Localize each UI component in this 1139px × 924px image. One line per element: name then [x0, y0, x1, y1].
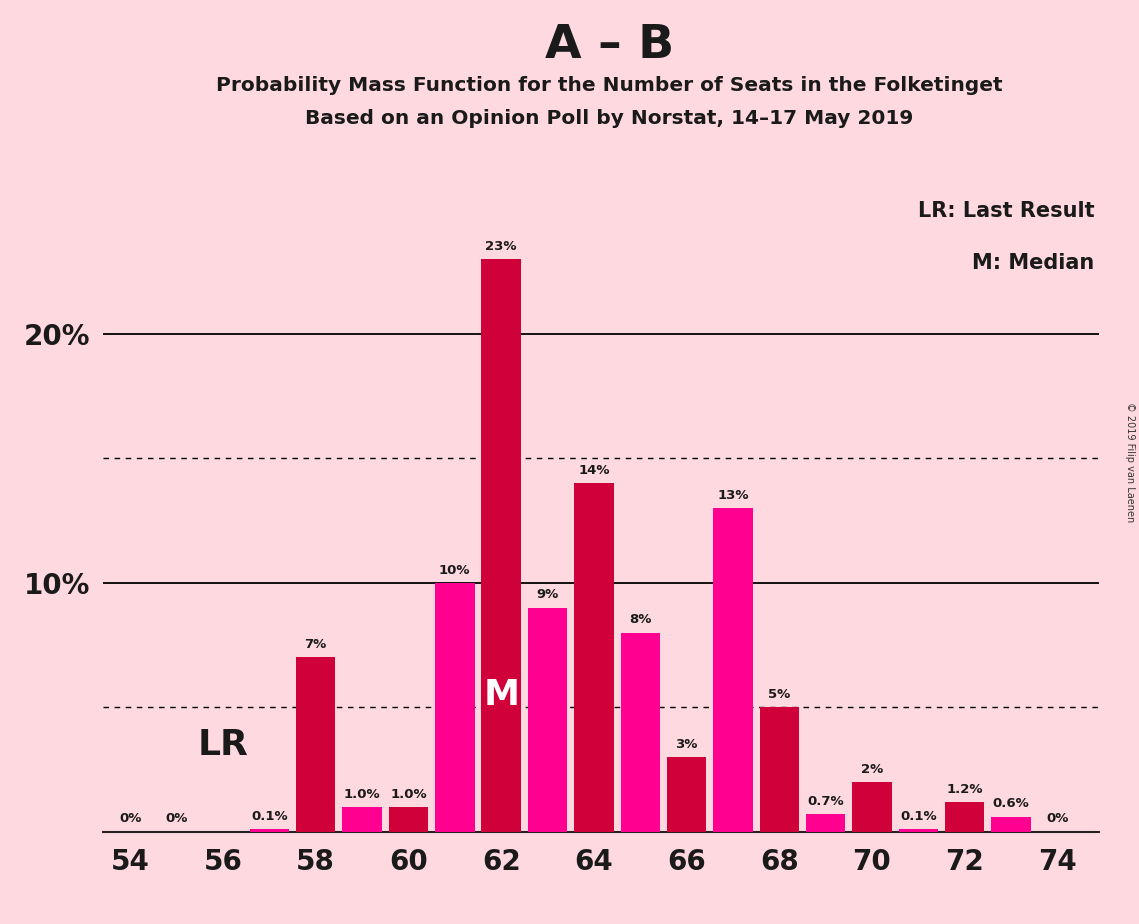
Bar [666, 757, 706, 832]
Bar [482, 260, 521, 832]
Text: 7%: 7% [304, 638, 327, 651]
Text: LR: Last Result: LR: Last Result [918, 201, 1095, 221]
Bar [945, 802, 984, 832]
Bar [760, 707, 798, 832]
Text: LR: LR [197, 727, 248, 761]
Text: 0.6%: 0.6% [993, 797, 1030, 810]
Text: 0%: 0% [1047, 812, 1068, 825]
Text: 5%: 5% [768, 688, 790, 701]
Bar [852, 782, 892, 832]
Bar [713, 508, 753, 832]
Bar [527, 608, 567, 832]
Text: 2%: 2% [861, 762, 883, 775]
Bar [899, 829, 939, 832]
Text: 1.2%: 1.2% [947, 783, 983, 796]
Bar [388, 807, 428, 832]
Text: 0%: 0% [120, 812, 141, 825]
Text: 0.1%: 0.1% [900, 810, 936, 823]
Text: 1.0%: 1.0% [391, 787, 427, 800]
Bar [296, 658, 336, 832]
Text: M: Median: M: Median [972, 252, 1095, 273]
Text: 0.1%: 0.1% [251, 810, 288, 823]
Text: 8%: 8% [629, 614, 652, 626]
Text: 9%: 9% [536, 589, 558, 602]
Text: © 2019 Filip van Laenen: © 2019 Filip van Laenen [1125, 402, 1134, 522]
Bar [991, 817, 1031, 832]
Text: 23%: 23% [485, 240, 517, 253]
Text: 10%: 10% [439, 564, 470, 577]
Text: 14%: 14% [579, 464, 609, 477]
Text: 3%: 3% [675, 737, 698, 750]
Text: A – B: A – B [544, 23, 674, 68]
Bar [249, 829, 289, 832]
Text: Probability Mass Function for the Number of Seats in the Folketinget: Probability Mass Function for the Number… [216, 76, 1002, 95]
Text: 1.0%: 1.0% [344, 787, 380, 800]
Text: M: M [483, 678, 519, 711]
Bar [343, 807, 382, 832]
Text: 0%: 0% [165, 812, 188, 825]
Text: 13%: 13% [718, 489, 748, 502]
Bar [806, 814, 845, 832]
Bar [621, 633, 659, 832]
Text: 0.7%: 0.7% [808, 795, 844, 808]
Bar [435, 583, 475, 832]
Text: Based on an Opinion Poll by Norstat, 14–17 May 2019: Based on an Opinion Poll by Norstat, 14–… [305, 109, 913, 128]
Bar [574, 483, 614, 832]
